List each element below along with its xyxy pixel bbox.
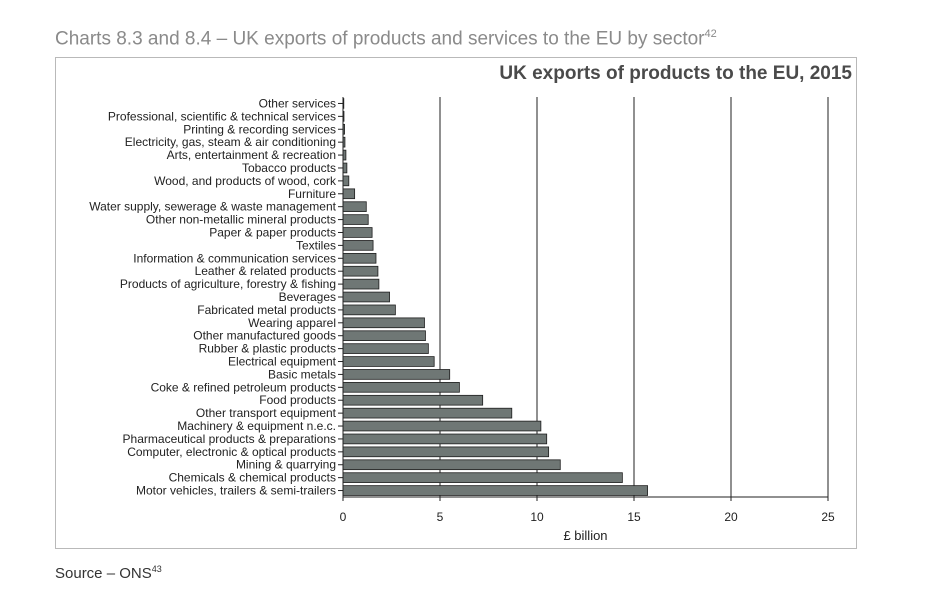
category-label: Basic metals — [268, 367, 336, 381]
bar — [342, 472, 623, 483]
bar — [342, 356, 435, 367]
bar — [342, 369, 451, 380]
category-label: Professional, scientific & technical ser… — [108, 109, 336, 123]
bar — [342, 240, 374, 251]
bar — [342, 278, 380, 290]
bar — [342, 420, 542, 432]
category-label: Beverages — [279, 290, 336, 304]
bar — [342, 485, 648, 496]
bar — [342, 433, 548, 445]
category-label: Wood, and products of wood, cork — [154, 174, 337, 188]
bar — [342, 304, 396, 316]
category-label: Coke & refined petroleum products — [151, 380, 336, 394]
x-axis-label: £ billion — [563, 528, 607, 543]
bar — [342, 446, 550, 458]
bar — [342, 407, 513, 419]
category-label: Paper & paper products — [209, 225, 336, 239]
category-label: Motor vehicles, trailers & semi-trailers — [136, 484, 336, 498]
category-label: Mining & quarrying — [236, 458, 336, 472]
category-label: Leather & related products — [195, 264, 336, 278]
bar — [342, 162, 348, 174]
category-label: Furniture — [288, 187, 336, 201]
bar — [342, 330, 426, 342]
bar — [342, 317, 425, 329]
bar — [342, 459, 561, 471]
category-label: Arts, entertainment & recreation — [167, 148, 336, 162]
page-title: Charts 8.3 and 8.4 – UK exports of produ… — [55, 28, 717, 50]
category-label: Computer, electronic & optical products — [127, 445, 336, 459]
category-label: Wearing apparel — [248, 316, 336, 330]
bar — [342, 291, 390, 303]
source-note: Source – ONS43 — [55, 564, 162, 582]
bar — [342, 227, 373, 238]
bar — [342, 175, 350, 187]
category-label: Other non-metallic mineral products — [146, 213, 336, 227]
category-label: Pharmaceutical products & preparations — [123, 432, 336, 446]
category-label: Other services — [259, 96, 336, 110]
x-tick-label: 5 — [437, 510, 444, 524]
category-label: Electrical equipment — [228, 355, 337, 369]
bar — [342, 188, 356, 200]
category-label: Tobacco products — [242, 161, 336, 175]
x-tick-label: 10 — [530, 510, 544, 524]
category-label: Other manufactured goods — [193, 329, 336, 343]
category-label: Chemicals & chemical products — [169, 471, 336, 485]
category-label: Fabricated metal products — [197, 303, 336, 317]
category-label: Water supply, sewerage & waste managemen… — [89, 200, 336, 214]
x-tick-label: 25 — [821, 510, 835, 524]
category-label: Information & communication services — [133, 251, 336, 265]
x-tick-label: 20 — [724, 510, 738, 524]
category-label: Other transport equipment — [196, 406, 337, 420]
x-tick-label: 0 — [340, 510, 347, 524]
bar — [342, 382, 460, 393]
category-label: Machinery & equipment n.e.c. — [177, 419, 336, 433]
bar — [342, 343, 429, 354]
category-label: Rubber & plastic products — [199, 342, 336, 356]
source-footnote: 43 — [151, 564, 162, 574]
bar — [342, 214, 369, 225]
category-label: Textiles — [296, 238, 336, 252]
chart-frame — [55, 57, 857, 549]
category-label: Products of agriculture, forestry & fish… — [120, 277, 336, 291]
category-label: Food products — [259, 393, 336, 407]
category-label: Printing & recording services — [183, 122, 336, 136]
bar — [342, 394, 484, 406]
bar — [342, 201, 367, 212]
title-footnote: 42 — [704, 28, 717, 40]
bar — [342, 265, 379, 277]
chart-title: UK exports of products to the EU, 2015 — [499, 63, 852, 84]
category-label: Electricity, gas, steam & air conditioni… — [125, 135, 336, 149]
bar — [342, 252, 377, 264]
x-tick-label: 15 — [627, 510, 641, 524]
